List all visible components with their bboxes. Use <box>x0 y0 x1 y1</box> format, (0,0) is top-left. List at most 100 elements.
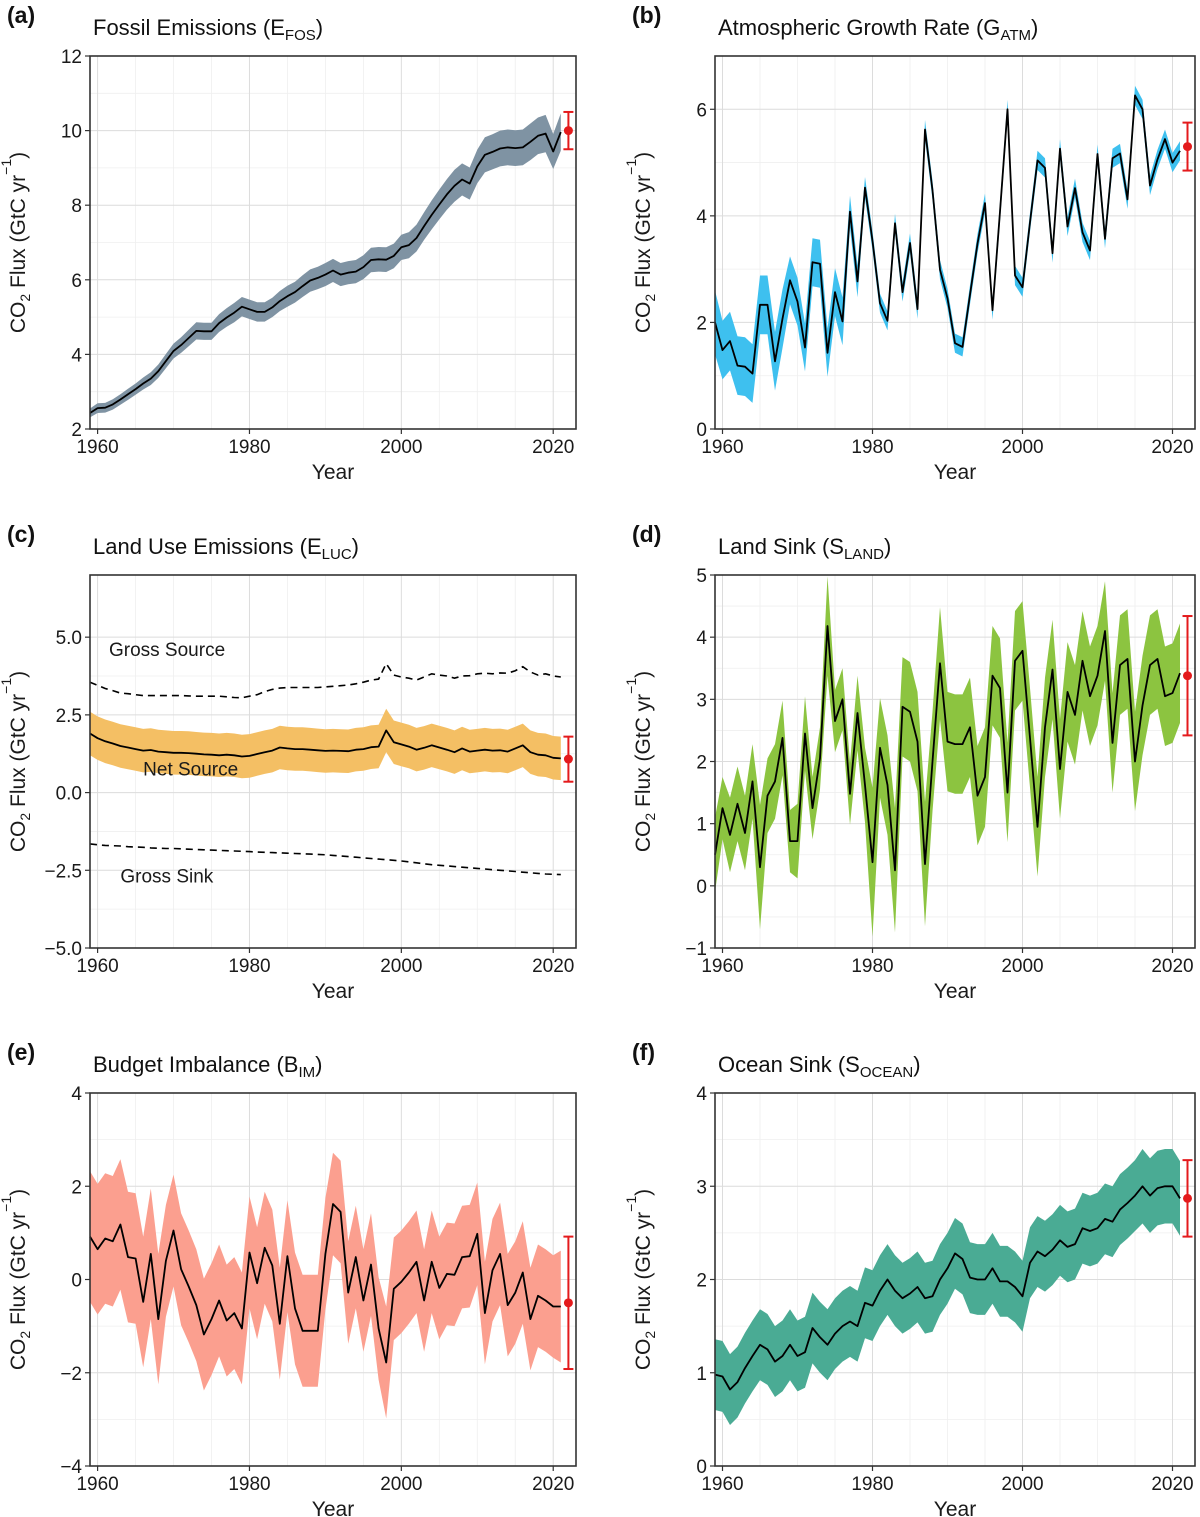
x-tick-label: 2020 <box>1151 437 1193 458</box>
y-axis-title-part: −1 <box>623 678 639 694</box>
y-axis-title-part: 2 <box>642 294 658 302</box>
x-tick-label: 1980 <box>851 437 893 458</box>
projection-point <box>563 754 573 764</box>
y-axis-title-part: −1 <box>0 678 14 694</box>
y-tick-label: 3 <box>696 690 707 711</box>
y-tick-label: 0 <box>696 877 707 898</box>
panel-title: Ocean Sink (SOCEAN) <box>718 1052 921 1081</box>
gross-sink-line <box>89 843 561 876</box>
x-tick-label: 2020 <box>1151 1474 1193 1495</box>
panel-title-end: ) <box>352 534 359 559</box>
x-tick-label: 1960 <box>701 956 743 977</box>
y-tick-label: 1 <box>696 1364 707 1385</box>
annotation-label: Gross Sink <box>120 867 213 888</box>
y-axis-title: CO2 Flux (GtC yr−1) <box>0 1189 33 1370</box>
x-tick-label: 2000 <box>380 437 422 458</box>
uncertainty-band <box>90 708 561 781</box>
y-tick-label: 2 <box>696 313 707 334</box>
plot-frame <box>89 574 577 949</box>
mean-line <box>89 1203 561 1364</box>
mean-line <box>714 94 1181 375</box>
annotation-label: Net Source <box>143 759 238 780</box>
x-tick-label: 2020 <box>532 956 574 977</box>
y-tick-label: 2.5 <box>56 706 82 727</box>
projection-point <box>1183 671 1192 681</box>
x-tick-label: 2000 <box>380 1474 422 1495</box>
plot-frame <box>714 55 1196 430</box>
uncertainty-band <box>715 1149 1180 1425</box>
x-tick-label: 2000 <box>1001 1474 1043 1495</box>
y-axis-title-part: −1 <box>623 1196 639 1212</box>
y-tick-label: 2 <box>696 753 707 774</box>
y-axis-title-part: CO <box>7 302 30 334</box>
y-axis-title-part: Flux (GtC yr <box>632 175 655 294</box>
y-axis-title-part: Flux (GtC yr <box>632 1212 655 1331</box>
y-tick-label: 3 <box>696 1177 707 1198</box>
y-tick-label: 2 <box>71 1177 82 1198</box>
x-tick-label: 2000 <box>1001 437 1043 458</box>
y-tick-label: 8 <box>71 196 82 217</box>
projection-point <box>1183 142 1192 152</box>
panel-letter: (f) <box>632 1039 655 1065</box>
x-tick-label: 1980 <box>851 956 893 977</box>
y-axis-title-part: ) <box>632 152 655 159</box>
y-tick-label: 12 <box>61 47 82 68</box>
y-tick-label: 0.0 <box>56 784 82 805</box>
y-axis-title-part: 2 <box>17 813 33 821</box>
y-tick-label: 5.0 <box>56 628 82 649</box>
y-axis-title: CO2 Flux (GtC yr−1) <box>623 1189 658 1370</box>
y-axis-title-part: CO <box>7 1339 30 1371</box>
panel-letter: (d) <box>632 521 661 547</box>
x-tick-label: 1960 <box>76 437 118 458</box>
y-axis-title: CO2 Flux (GtC yr−1) <box>623 671 658 852</box>
projection-point <box>563 1298 573 1308</box>
panel-title-sub: ATM <box>1000 27 1031 44</box>
x-tick-label: 1960 <box>76 956 118 977</box>
panel-c: 1960 1980 2000 2020 −5.0 −2.5 0.0 2.5 5.0 Year CO2… <box>0 521 577 1003</box>
plot-frame <box>89 55 577 430</box>
y-tick-label: −2 <box>60 1364 82 1385</box>
panel-title-main: Land Sink (S <box>718 534 844 559</box>
annotation-label: Gross Source <box>109 640 225 661</box>
mean-line <box>714 1185 1181 1391</box>
x-axis-title: Year <box>934 1498 976 1517</box>
panel-title: Land Use Emissions (ELUC) <box>93 534 359 563</box>
y-axis-title-part: −1 <box>623 159 639 175</box>
y-tick-label: 4 <box>696 207 707 228</box>
y-tick-label: 1 <box>696 815 707 836</box>
panel-letter: (b) <box>632 2 661 28</box>
y-tick-label: 2 <box>71 420 82 441</box>
panel-title-sub: FOS <box>285 27 316 44</box>
y-axis-title: CO2 Flux (GtC yr−1) <box>0 671 33 852</box>
x-tick-label: 2000 <box>380 956 422 977</box>
y-tick-label: −4 <box>60 1457 82 1478</box>
panel-title-sub: LAND <box>844 546 884 563</box>
panel-letter: (a) <box>7 2 35 28</box>
mean-line <box>89 729 561 760</box>
y-tick-label: 6 <box>696 100 707 121</box>
y-axis-title-part: 2 <box>642 813 658 821</box>
x-axis-title: Year <box>934 461 976 484</box>
y-axis-title-part: 2 <box>17 294 33 302</box>
panel-title-end: ) <box>315 1052 322 1077</box>
y-axis-title-part: 2 <box>17 1331 33 1339</box>
panel-title-end: ) <box>913 1052 920 1077</box>
y-axis-title-part: −1 <box>0 159 14 175</box>
y-axis-title-part: ) <box>632 1189 655 1196</box>
y-axis-title-part: −1 <box>0 1196 14 1212</box>
x-tick-label: 1980 <box>228 956 270 977</box>
x-tick-label: 1960 <box>76 1474 118 1495</box>
x-axis-title: Year <box>312 1498 354 1517</box>
x-tick-label: 1960 <box>701 437 743 458</box>
panel-title-main: Ocean Sink (S <box>718 1052 860 1077</box>
projection-point <box>563 126 573 136</box>
panel-title-main: Fossil Emissions (E <box>93 15 285 40</box>
x-tick-label: 2020 <box>1151 956 1193 977</box>
panel-letter: (c) <box>7 521 35 547</box>
y-tick-label: 4 <box>696 628 707 649</box>
y-axis-title-part: ) <box>632 671 655 678</box>
